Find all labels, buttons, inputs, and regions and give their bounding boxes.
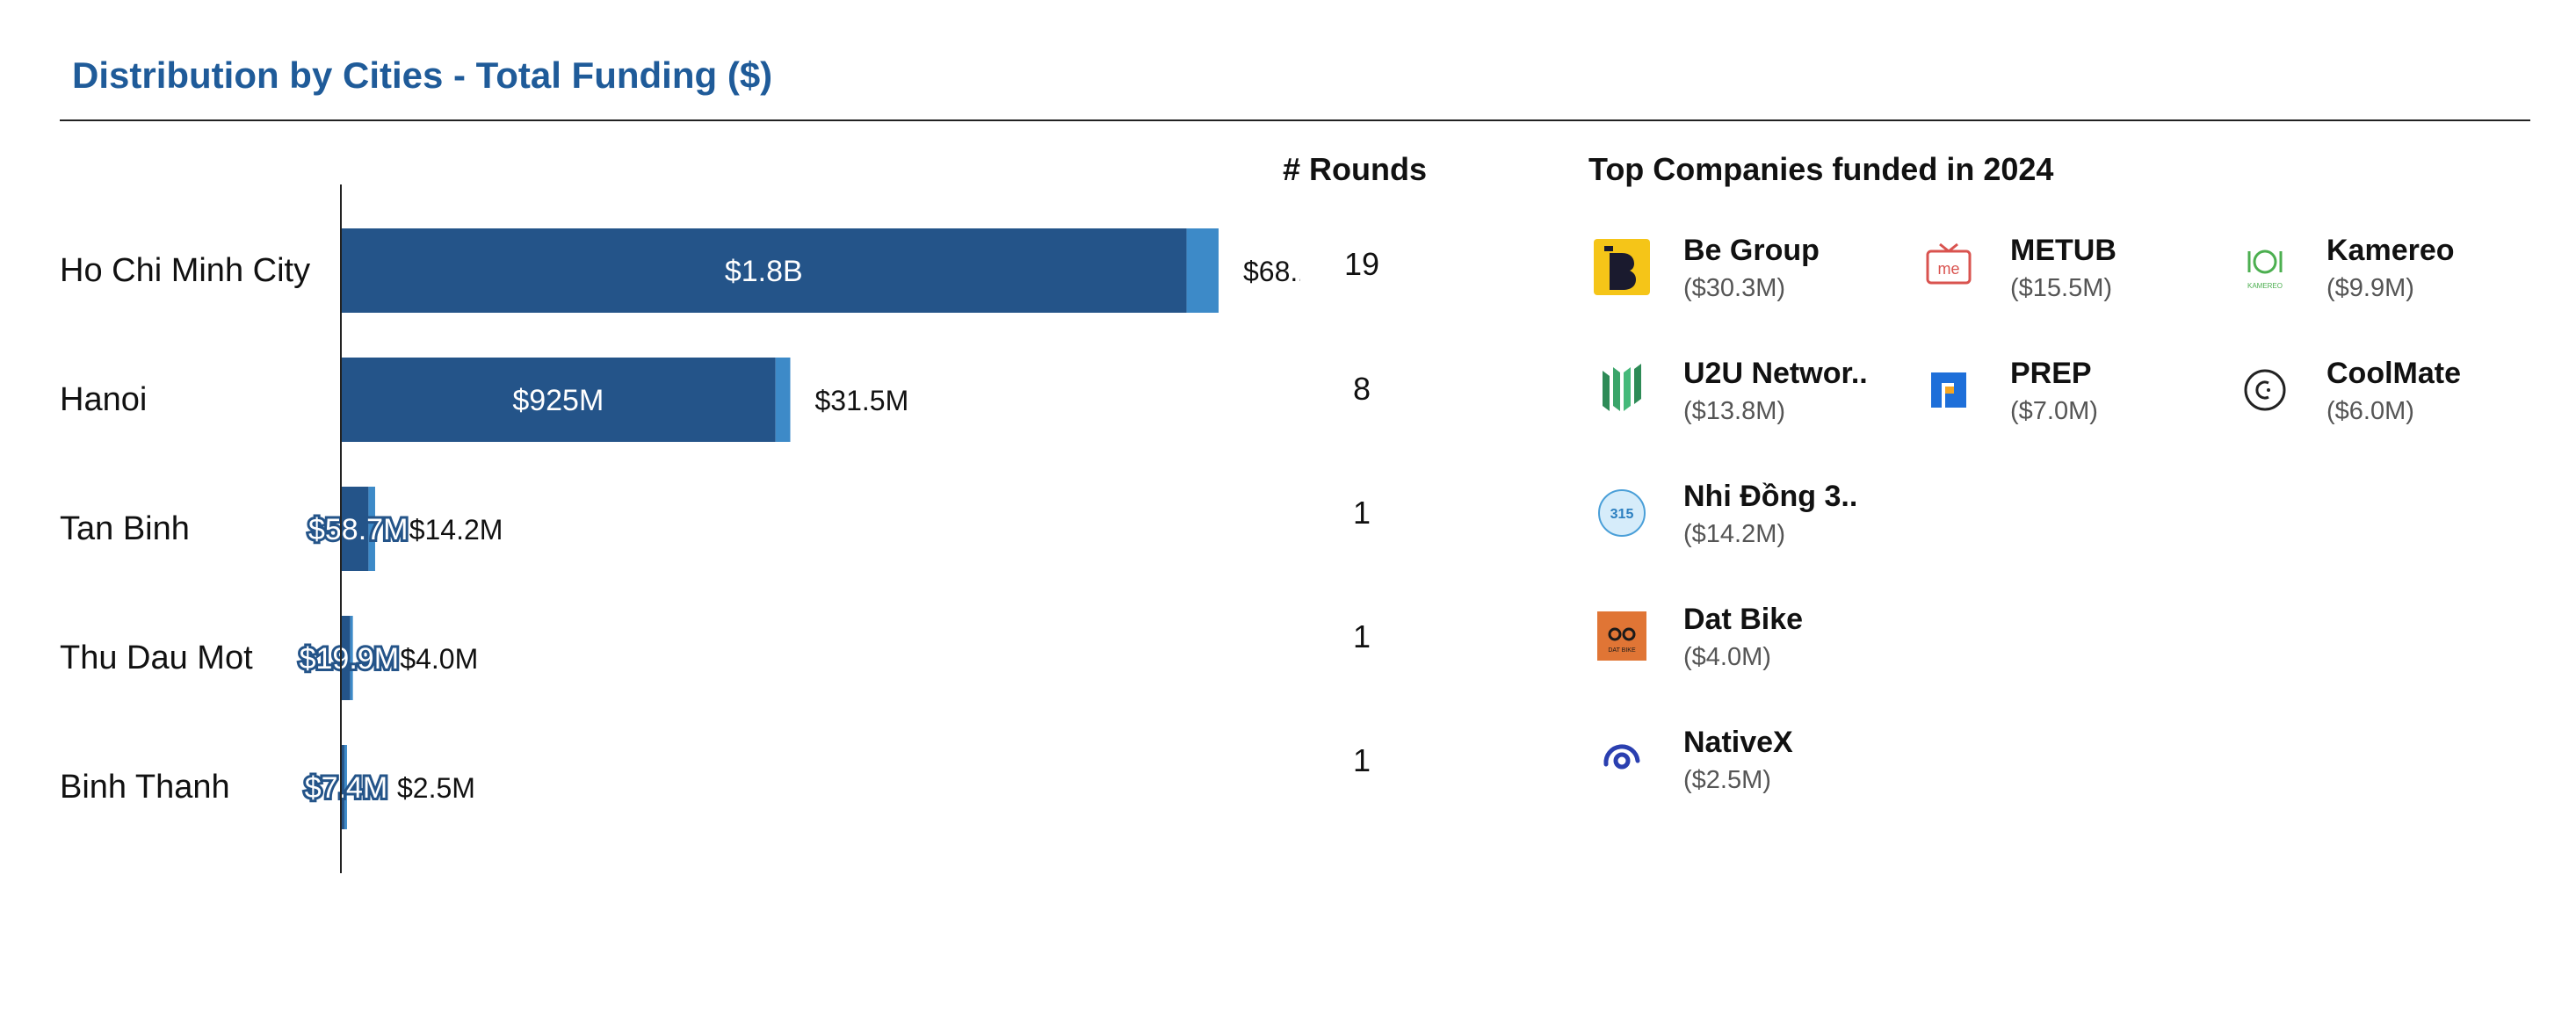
bar-2024-binh-thanh (344, 745, 347, 829)
rounds-value-tan-binh: 1 (1352, 495, 1371, 531)
company-nativex[interactable]: NativeX ($2.5M) (1588, 726, 1887, 813)
category-label-binh-thanh: Binh Thanh (60, 769, 230, 806)
company-name: Be Group (1683, 234, 1820, 267)
company-amount: ($9.9M) (2326, 274, 2414, 302)
company-amount: ($6.0M) (2326, 397, 2414, 425)
category-label-thu-dau-mot: Thu Dau Mot (60, 640, 253, 676)
data-label-total-hanoi: $925M (512, 384, 604, 417)
company-be-group[interactable]: Be Group ($30.3M) (1588, 234, 1887, 322)
data-label-2024-ho-chi-minh-city: $68.1M (1243, 256, 1300, 287)
rounds-value-binh-thanh: 1 (1352, 742, 1371, 778)
company-name: Nhi Đồng 3.. (1683, 480, 1858, 513)
rounds-header: # Rounds (1283, 151, 1428, 187)
company-prep[interactable]: PREP ($7.0M) (1915, 357, 2214, 445)
company-name: U2U Networ.. (1683, 357, 1868, 390)
company-amount: ($13.8M) (1683, 397, 1786, 425)
rounds-value-hcmc: 19 (1343, 246, 1380, 282)
rounds-value-hanoi: 8 (1352, 371, 1371, 407)
chart-title: Distribution by Cities - Total Funding (… (72, 54, 773, 96)
rounds-value-thu-dau-mot: 1 (1352, 618, 1371, 654)
company-name: CoolMate (2326, 357, 2461, 390)
data-label-total-thu-dau-mot: $19.9M (300, 642, 399, 676)
dat-bike-logo-icon: DAT BIKE (1597, 611, 1646, 661)
metub-logo-text: me (1937, 260, 1959, 278)
company-name: METUB (2010, 234, 2117, 267)
company-kamereo[interactable]: KAMEREO Kamereo ($9.9M) (2232, 234, 2530, 322)
u2u-network-logo-icon (1603, 364, 1641, 411)
data-label-total-ho-chi-minh-city: $1.8B (725, 255, 803, 288)
bar-total-tan-binh (341, 487, 369, 571)
category-label-hanoi: Hanoi (60, 381, 147, 418)
bar-2024-hanoi (775, 358, 791, 442)
category-label-ho-chi-minh-city: Ho Chi Minh City (60, 252, 310, 289)
company-amount: ($30.3M) (1683, 274, 1786, 302)
data-label-2024-tan-binh: $14.2M (409, 514, 503, 546)
data-label-2024-binh-thanh: $2.5M (397, 772, 475, 804)
bar-total-ho-chi-minh-city (341, 228, 1187, 313)
category-label-tan-binh: Tan Binh (60, 510, 190, 547)
company-amount: ($4.0M) (1683, 643, 1771, 671)
metub-logo-icon: me (1926, 242, 1972, 285)
prep-logo-icon (1931, 372, 1966, 408)
company-amount: ($2.5M) (1683, 766, 1771, 794)
company-name: Kamereo (2326, 234, 2455, 267)
company-metub[interactable]: me METUB ($15.5M) (1915, 234, 2214, 322)
funding-bar-chart: Ho Chi Minh City $1.8B $68.1M Hanoi $925M $31… (60, 184, 1300, 873)
bar-2024-ho-chi-minh-city (1186, 228, 1219, 313)
company-name: Dat Bike (1683, 603, 1804, 636)
company-name: PREP (2010, 357, 2092, 390)
data-label-2024-thu-dau-mot: $4.0M (400, 643, 478, 675)
bar-2024-thu-dau-mot (350, 616, 353, 700)
kamereo-logo-text: KAMEREO (2247, 282, 2283, 290)
company-u2u-network[interactable]: U2U Networ.. ($13.8M) (1588, 357, 1887, 445)
company-amount: ($14.2M) (1683, 520, 1786, 548)
nativex-logo-icon (1603, 744, 1640, 770)
data-label-total-binh-thanh: $7.4M (305, 771, 388, 805)
kamereo-logo-icon: KAMEREO (2247, 249, 2283, 290)
company-amount: ($7.0M) (2010, 397, 2098, 425)
data-label-total-tan-binh: $58.7M (308, 513, 408, 546)
company-dat-bike[interactable]: DAT BIKE Dat Bike ($4.0M) (1588, 603, 1887, 690)
company-nhi-dong[interactable]: 315 Nhi Đồng 3.. ($14.2M) (1588, 480, 1887, 567)
data-label-2024-hanoi: $31.5M (814, 385, 908, 416)
be-group-logo-icon (1594, 239, 1650, 295)
nhi-dong-logo-text: 315 (1610, 507, 1634, 522)
bar-total-hanoi (341, 358, 776, 442)
company-coolmate[interactable]: CoolMate ($6.0M) (2232, 357, 2530, 445)
title-divider (60, 119, 2530, 121)
bar-2024-tan-binh (368, 487, 375, 571)
top-companies-header: Top Companies funded in 2024 (1588, 151, 2054, 187)
dat-bike-logo-text: DAT BIKE (1608, 647, 1636, 654)
nhi-dong-logo-icon: 315 (1598, 489, 1646, 537)
company-amount: ($15.5M) (2010, 274, 2113, 302)
coolmate-logo-icon (2244, 369, 2286, 411)
bar-total-thu-dau-mot (341, 616, 351, 700)
company-name: NativeX (1683, 726, 1793, 759)
bar-total-binh-thanh (341, 745, 344, 829)
